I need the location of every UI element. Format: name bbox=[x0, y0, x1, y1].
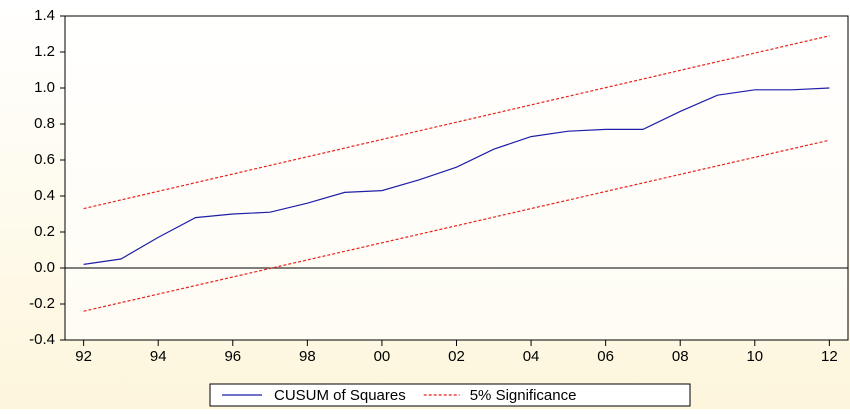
x-tick-label: 00 bbox=[374, 348, 391, 365]
y-tick-label: 1.4 bbox=[34, 7, 55, 24]
x-tick-label: 06 bbox=[597, 348, 614, 365]
y-tick-label: -0.4 bbox=[29, 331, 55, 348]
plot-area bbox=[65, 16, 848, 340]
y-tick-label: 0.0 bbox=[34, 259, 55, 276]
x-tick-label: 10 bbox=[746, 348, 763, 365]
y-tick-label: 0.8 bbox=[34, 115, 55, 132]
legend-label: CUSUM of Squares bbox=[274, 387, 406, 404]
x-tick-label: 02 bbox=[448, 348, 465, 365]
y-tick-label: 0.6 bbox=[34, 151, 55, 168]
x-tick-label: 94 bbox=[150, 348, 167, 365]
y-tick-label: 1.2 bbox=[34, 43, 55, 60]
y-tick-label: -0.2 bbox=[29, 295, 55, 312]
x-tick-label: 96 bbox=[224, 348, 241, 365]
y-tick-label: 0.4 bbox=[34, 187, 55, 204]
x-tick-label: 08 bbox=[672, 348, 689, 365]
y-tick-label: 1.0 bbox=[34, 79, 55, 96]
x-tick-label: 98 bbox=[299, 348, 316, 365]
legend-label: 5% Significance bbox=[470, 387, 577, 404]
x-tick-label: 04 bbox=[523, 348, 540, 365]
x-tick-label: 12 bbox=[821, 348, 838, 365]
x-tick-label: 92 bbox=[75, 348, 92, 365]
y-tick-label: 0.2 bbox=[34, 223, 55, 240]
chart: 1.4 1.2 1.0 0.8 0.6 0.4 0.2 0.0 -0.2 -0.4 92 94 96 98… bbox=[0, 0, 850, 409]
